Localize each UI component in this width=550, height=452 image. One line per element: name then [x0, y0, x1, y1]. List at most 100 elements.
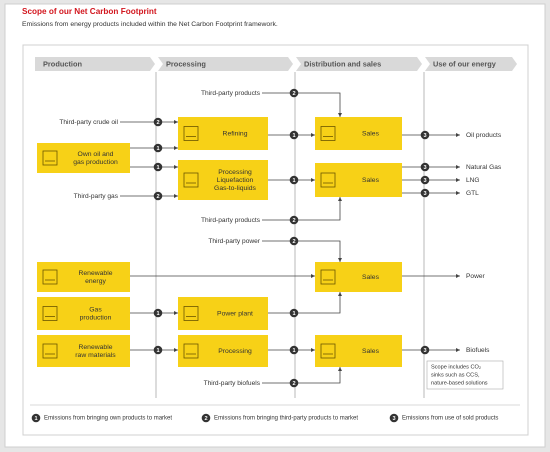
output-label: GTL — [466, 190, 479, 197]
box-label: Sales — [362, 274, 380, 281]
box-label: Sales — [362, 177, 380, 184]
badge-number: 2 — [204, 416, 207, 422]
badge-number: 1 — [156, 165, 159, 171]
badge — [289, 130, 299, 140]
box-label: production — [80, 314, 112, 321]
box-label: gas production — [73, 159, 118, 166]
process-box — [178, 160, 268, 200]
legend-text: Emissions from bringing third-party prod… — [214, 416, 358, 422]
process-box — [178, 297, 268, 330]
title: Scope of our Net Carbon Footprint — [22, 7, 157, 16]
box-label: energy — [85, 278, 106, 285]
input-label: Third-party products — [201, 90, 261, 97]
badge — [153, 117, 163, 127]
badge-number: 2 — [292, 239, 295, 245]
note-text: Scope includes CO₂ — [431, 364, 481, 370]
box-label: Refining — [223, 130, 248, 137]
legend-text: Emissions from use of sold products — [402, 416, 498, 422]
box-label: Gas-to-liquids — [214, 185, 257, 192]
process-box — [315, 335, 402, 367]
stage-header — [35, 57, 155, 71]
badge — [420, 175, 430, 185]
badge — [289, 236, 299, 246]
stage-header — [296, 57, 422, 71]
output-label: Power — [466, 273, 485, 280]
badge-number: 1 — [292, 178, 295, 184]
output-label: Oil products — [466, 132, 502, 139]
badge — [201, 413, 211, 423]
input-label: Third-party power — [208, 238, 260, 245]
icon — [183, 172, 199, 188]
icon — [42, 269, 58, 285]
badge — [289, 215, 299, 225]
process-box — [315, 262, 402, 292]
box-label: Processing — [218, 169, 252, 176]
icon — [183, 306, 199, 321]
process-box — [178, 117, 268, 150]
badge-number: 2 — [292, 381, 295, 387]
stage-label: Processing — [166, 59, 206, 68]
box-label: Processing — [218, 348, 252, 355]
box-label: Liquefaction — [217, 177, 254, 184]
input-label: Third-party products — [201, 217, 261, 224]
badge — [153, 191, 163, 201]
badge — [289, 345, 299, 355]
process-box — [37, 143, 130, 173]
stage-label: Use of our energy — [433, 59, 497, 68]
badge-number: 1 — [34, 416, 37, 422]
badge — [289, 175, 299, 185]
badge-number: 3 — [423, 133, 426, 139]
icon — [42, 150, 58, 166]
box-label: Sales — [362, 348, 380, 355]
badge-number: 2 — [156, 120, 159, 126]
input-label: Third-party gas — [74, 193, 119, 200]
icon — [183, 126, 199, 141]
flow-arrow — [262, 367, 342, 384]
output-label: Biofuels — [466, 347, 490, 354]
badge-number: 2 — [156, 194, 159, 200]
badge — [31, 413, 41, 423]
icon — [42, 306, 58, 321]
badge-number: 2 — [292, 218, 295, 224]
box-label: Renewable — [78, 344, 112, 351]
box-label: Sales — [362, 130, 380, 137]
legend-text: Emissions from bringing own products to … — [44, 416, 172, 422]
flow-arrow — [262, 92, 342, 117]
badge — [420, 345, 430, 355]
box-label: Own oil and — [78, 151, 114, 158]
badge — [420, 130, 430, 140]
badge — [153, 308, 163, 318]
badge — [420, 188, 430, 198]
box-label: Gas — [89, 306, 102, 313]
output-label: Natural Gas — [466, 164, 502, 171]
stage-header — [425, 57, 517, 71]
box-label: Renewable — [78, 270, 112, 277]
box-label: raw materials — [75, 352, 116, 359]
input-label: Third-party crude oil — [59, 119, 118, 126]
input-label: Third-party biofuels — [204, 380, 261, 387]
stage-label: Distribution and sales — [304, 59, 381, 68]
badge — [389, 413, 399, 423]
badge-number: 3 — [423, 178, 426, 184]
process-box — [37, 262, 130, 292]
badge — [153, 345, 163, 355]
badge-number: 1 — [156, 146, 159, 152]
icon — [42, 343, 58, 359]
note-text: nature-based solutions — [431, 380, 488, 386]
process-box — [315, 163, 402, 197]
badge — [289, 378, 299, 388]
icon — [320, 126, 336, 141]
badge — [153, 143, 163, 153]
flow-arrow — [262, 197, 342, 221]
process-box — [37, 297, 130, 330]
badge-number: 3 — [392, 416, 395, 422]
badge — [289, 308, 299, 318]
badge-number: 1 — [292, 133, 295, 139]
badge-number: 1 — [292, 348, 295, 354]
flow-arrow — [262, 240, 342, 262]
note-box — [426, 360, 504, 390]
badge-number: 3 — [423, 191, 426, 197]
badge-number: 2 — [292, 91, 295, 97]
stage-header — [158, 57, 293, 71]
